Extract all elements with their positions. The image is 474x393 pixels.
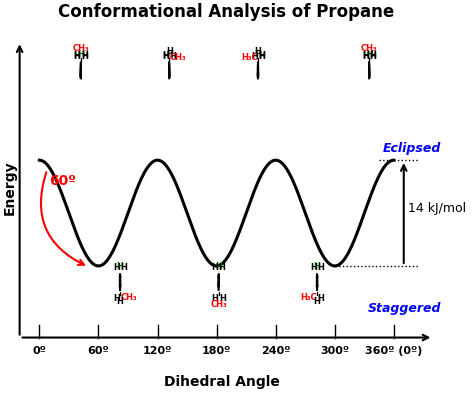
Text: H: H — [170, 52, 176, 61]
Text: 14 kJ/mol: 14 kJ/mol — [408, 202, 466, 215]
Text: H: H — [317, 263, 324, 272]
Text: H: H — [162, 52, 169, 61]
Text: H: H — [258, 52, 265, 61]
Text: CH₃: CH₃ — [73, 44, 89, 53]
Text: H: H — [317, 294, 324, 303]
Text: 60º: 60º — [49, 174, 76, 187]
Text: H: H — [81, 51, 88, 61]
Text: H: H — [113, 263, 120, 272]
Text: H: H — [77, 50, 84, 59]
Text: 60º: 60º — [88, 346, 109, 356]
Text: H: H — [73, 52, 81, 61]
Text: Eclipsed: Eclipsed — [383, 142, 441, 155]
Text: H: H — [166, 50, 173, 59]
Text: 120º: 120º — [143, 346, 172, 356]
Text: 300º: 300º — [320, 346, 349, 356]
Text: H₃C: H₃C — [300, 293, 317, 302]
Text: 360º (0º): 360º (0º) — [365, 346, 423, 356]
Text: H: H — [362, 52, 369, 61]
Text: H: H — [117, 262, 124, 271]
Text: H: H — [310, 263, 317, 272]
Text: CH₃: CH₃ — [210, 299, 227, 309]
Text: H: H — [73, 51, 81, 61]
Text: H: H — [366, 50, 373, 59]
Text: H: H — [251, 52, 258, 61]
Text: H: H — [219, 263, 226, 272]
Text: CH₃: CH₃ — [120, 293, 137, 302]
Text: H: H — [117, 297, 124, 306]
Text: CH₃: CH₃ — [361, 44, 378, 53]
Text: H: H — [362, 51, 369, 61]
Text: H: H — [211, 294, 219, 303]
Text: Energy: Energy — [3, 160, 17, 215]
Text: H: H — [369, 52, 376, 61]
Text: H: H — [211, 263, 219, 272]
Text: Dihedral Angle: Dihedral Angle — [164, 375, 280, 389]
Text: H: H — [255, 47, 262, 56]
Text: H: H — [314, 262, 320, 271]
Text: H: H — [113, 294, 120, 303]
Text: H: H — [162, 51, 169, 61]
Title: Conformational Analysis of Propane: Conformational Analysis of Propane — [58, 3, 394, 21]
Text: H: H — [215, 262, 222, 271]
Text: 0º: 0º — [32, 346, 46, 356]
Text: H: H — [314, 297, 320, 306]
Text: H: H — [258, 51, 265, 61]
Text: H: H — [81, 52, 88, 61]
Text: H₃C: H₃C — [241, 53, 258, 62]
Text: H: H — [369, 51, 376, 61]
Text: 240º: 240º — [261, 346, 291, 356]
Text: H: H — [255, 50, 262, 59]
Text: CH₃: CH₃ — [170, 53, 186, 62]
Text: H: H — [219, 294, 226, 303]
Text: 180º: 180º — [202, 346, 231, 356]
Text: H: H — [120, 263, 127, 272]
Text: Staggered: Staggered — [368, 301, 441, 314]
Text: H: H — [166, 47, 173, 56]
